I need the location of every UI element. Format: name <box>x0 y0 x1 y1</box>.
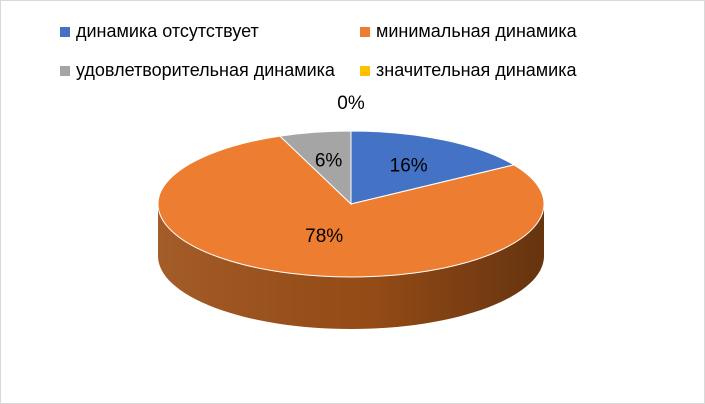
slice-top-2 <box>278 130 352 206</box>
pie-sides <box>158 204 544 329</box>
legend: динамика отсутствует минимальная динамик… <box>0 0 705 90</box>
data-label-1: 78% <box>305 226 343 247</box>
legend-swatch <box>60 65 70 76</box>
legend-label: минимальная динамика <box>376 21 577 41</box>
legend-label: значительная динамика <box>376 60 577 80</box>
pie-labels: 16% 78% 6% 0% <box>305 93 428 247</box>
legend-item-no-dynamics: динамика отсутствует <box>60 21 259 42</box>
legend-item-satisfactory-dynamics: удовлетворительная динамика <box>60 60 335 81</box>
slice-top-1 <box>157 135 545 278</box>
legend-label: удовлетворительная динамика <box>76 60 335 80</box>
legend-swatch <box>360 65 370 76</box>
pie-tops <box>157 130 545 278</box>
data-label-0: 16% <box>390 155 428 176</box>
legend-swatch <box>360 26 370 37</box>
data-label-2: 6% <box>315 151 343 172</box>
data-label-3: 0% <box>337 93 365 114</box>
legend-label: динамика отсутствует <box>76 21 259 41</box>
legend-swatch <box>60 26 70 37</box>
slice-top-0 <box>350 130 516 205</box>
legend-item-significant-dynamics: значительная динамика <box>360 60 577 81</box>
legend-item-minimal-dynamics: минимальная динамика <box>360 21 577 42</box>
slice-side-shade-1 <box>158 204 544 329</box>
